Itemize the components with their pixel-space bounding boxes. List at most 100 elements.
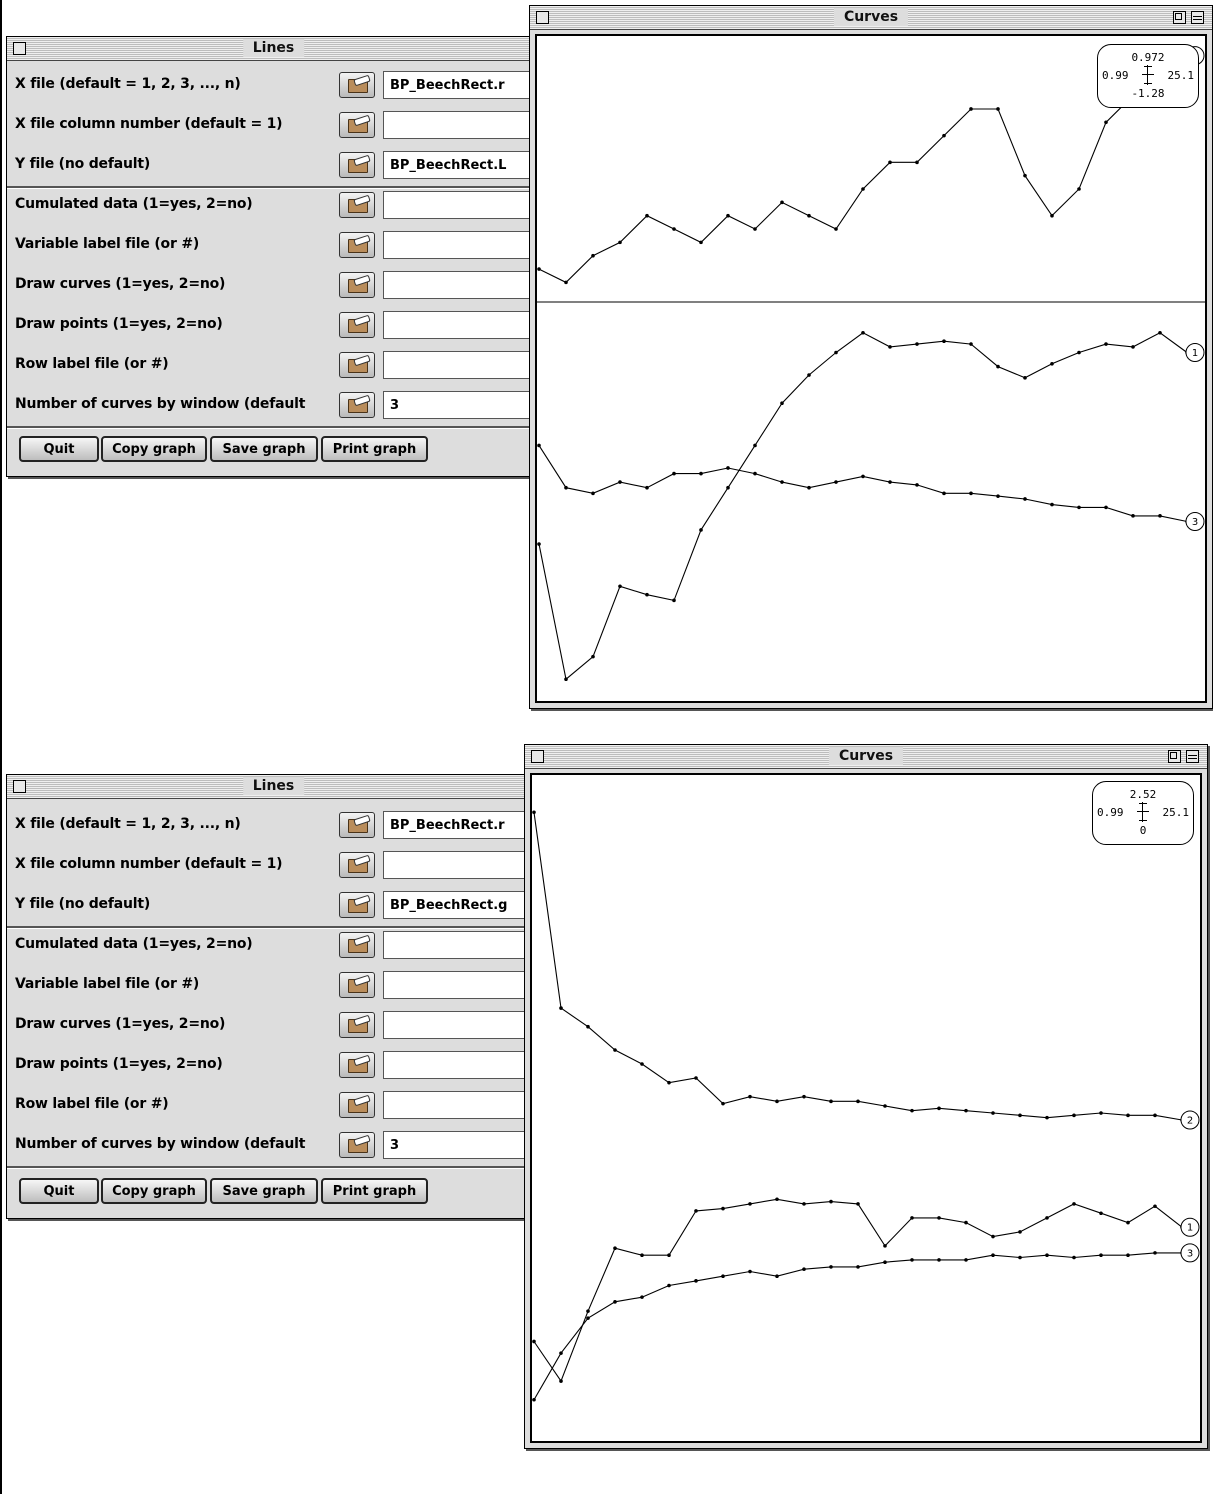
data-point bbox=[996, 494, 1000, 498]
zoom-box[interactable] bbox=[1168, 750, 1181, 763]
data-point bbox=[937, 1258, 941, 1262]
variable-label-field[interactable] bbox=[383, 971, 540, 999]
variable-label-field[interactable] bbox=[383, 231, 540, 259]
curves-per-window-field[interactable] bbox=[383, 391, 540, 419]
choose-file-button[interactable] bbox=[339, 1052, 375, 1078]
data-point bbox=[559, 1379, 563, 1383]
data-point bbox=[586, 1316, 590, 1320]
y-file-field[interactable] bbox=[383, 151, 540, 179]
data-point bbox=[802, 1094, 806, 1099]
choose-file-button[interactable] bbox=[339, 112, 375, 138]
choose-file-button[interactable] bbox=[339, 312, 375, 338]
draw-curves-field[interactable] bbox=[383, 271, 540, 299]
choose-file-button[interactable] bbox=[339, 852, 375, 878]
close-box[interactable] bbox=[536, 11, 549, 24]
print-graph-button[interactable]: Print graph bbox=[321, 436, 428, 462]
save-graph-button[interactable]: Save graph bbox=[210, 1178, 318, 1204]
data-point bbox=[618, 584, 622, 589]
x-file-field[interactable] bbox=[383, 811, 540, 839]
form-row: Cumulated data (1=yes, 2=no) bbox=[7, 925, 540, 965]
title-bar[interactable]: Lines bbox=[7, 37, 540, 61]
data-point bbox=[888, 480, 892, 484]
title-bar[interactable]: Curves bbox=[525, 745, 1207, 769]
choose-file-button[interactable] bbox=[339, 352, 375, 378]
close-box[interactable] bbox=[13, 42, 26, 55]
divider bbox=[7, 426, 540, 429]
legend-xmin: 0.99 bbox=[1097, 806, 1124, 819]
form-row: X file column number (default = 1) bbox=[7, 845, 540, 885]
choose-file-button[interactable] bbox=[339, 1092, 375, 1118]
data-point bbox=[726, 466, 730, 470]
x-file-field[interactable] bbox=[383, 71, 540, 99]
choose-file-button[interactable] bbox=[339, 932, 375, 958]
form-row: Variable label file (or #) bbox=[7, 965, 540, 1005]
row-label-field[interactable] bbox=[383, 1091, 540, 1119]
row-label: Variable label file (or #) bbox=[15, 976, 200, 992]
collapse-box[interactable] bbox=[1191, 11, 1204, 24]
draw-points-field[interactable] bbox=[383, 311, 540, 339]
form-row: X file (default = 1, 2, 3, ..., n) bbox=[7, 65, 540, 105]
copy-graph-button[interactable]: Copy graph bbox=[101, 436, 207, 462]
data-point bbox=[1045, 1216, 1049, 1220]
data-point bbox=[1126, 1113, 1130, 1118]
data-point bbox=[721, 1101, 725, 1106]
quit-button[interactable]: Quit bbox=[19, 436, 99, 462]
title-bar[interactable]: Curves bbox=[530, 6, 1212, 30]
data-point bbox=[1104, 342, 1108, 346]
page-edge bbox=[0, 0, 2, 1494]
save-graph-button[interactable]: Save graph bbox=[210, 436, 318, 462]
data-point bbox=[694, 1279, 698, 1283]
data-point bbox=[672, 227, 676, 231]
form-row: Y file (no default) bbox=[7, 145, 540, 185]
data-point bbox=[1050, 502, 1054, 507]
row-label-field[interactable] bbox=[383, 351, 540, 379]
choose-file-button[interactable] bbox=[339, 392, 375, 418]
y-file-field[interactable] bbox=[383, 891, 540, 919]
data-point bbox=[883, 1260, 887, 1265]
data-point bbox=[883, 1244, 887, 1248]
choose-file-button[interactable] bbox=[339, 812, 375, 838]
data-point bbox=[1077, 505, 1081, 510]
crosshair-icon bbox=[1137, 802, 1149, 822]
choose-file-button[interactable] bbox=[339, 1012, 375, 1038]
data-point bbox=[969, 342, 973, 346]
data-point bbox=[532, 1397, 536, 1402]
row-label: X file (default = 1, 2, 3, ..., n) bbox=[15, 816, 241, 832]
x-column-field[interactable] bbox=[383, 111, 540, 139]
choose-file-button[interactable] bbox=[339, 892, 375, 918]
data-point bbox=[1077, 187, 1081, 191]
cumulated-field[interactable] bbox=[383, 191, 540, 219]
data-point bbox=[1050, 361, 1054, 366]
data-point bbox=[699, 528, 703, 532]
choose-file-button[interactable] bbox=[339, 232, 375, 258]
choose-file-button[interactable] bbox=[339, 192, 375, 218]
choose-file-button[interactable] bbox=[339, 272, 375, 298]
print-graph-button[interactable]: Print graph bbox=[321, 1178, 428, 1204]
series-tag bbox=[1185, 511, 1205, 531]
title-bar[interactable]: Lines bbox=[7, 775, 540, 799]
series-tag bbox=[1180, 1110, 1200, 1130]
curves-per-window-field[interactable] bbox=[383, 1131, 540, 1159]
choose-file-button[interactable] bbox=[339, 972, 375, 998]
data-point bbox=[1099, 1211, 1103, 1216]
draw-points-field[interactable] bbox=[383, 1051, 540, 1079]
close-box[interactable] bbox=[13, 780, 26, 793]
series-line-3 bbox=[533, 1252, 1182, 1401]
legend-xmin: 0.99 bbox=[1102, 69, 1129, 82]
x-column-field[interactable] bbox=[383, 851, 540, 879]
draw-curves-field[interactable] bbox=[383, 1011, 540, 1039]
close-box[interactable] bbox=[531, 750, 544, 763]
collapse-box[interactable] bbox=[1186, 750, 1199, 763]
zoom-box[interactable] bbox=[1173, 11, 1186, 24]
legend-ymax: 0.972 bbox=[1131, 51, 1165, 64]
cumulated-field[interactable] bbox=[383, 931, 540, 959]
copy-graph-button[interactable]: Copy graph bbox=[101, 1178, 207, 1204]
quit-button[interactable]: Quit bbox=[19, 1178, 99, 1204]
divider bbox=[7, 926, 540, 929]
data-point bbox=[726, 213, 730, 218]
data-point bbox=[1126, 1220, 1130, 1225]
choose-file-button[interactable] bbox=[339, 152, 375, 178]
choose-file-button[interactable] bbox=[339, 72, 375, 98]
data-point bbox=[721, 1206, 725, 1211]
choose-file-button[interactable] bbox=[339, 1132, 375, 1158]
